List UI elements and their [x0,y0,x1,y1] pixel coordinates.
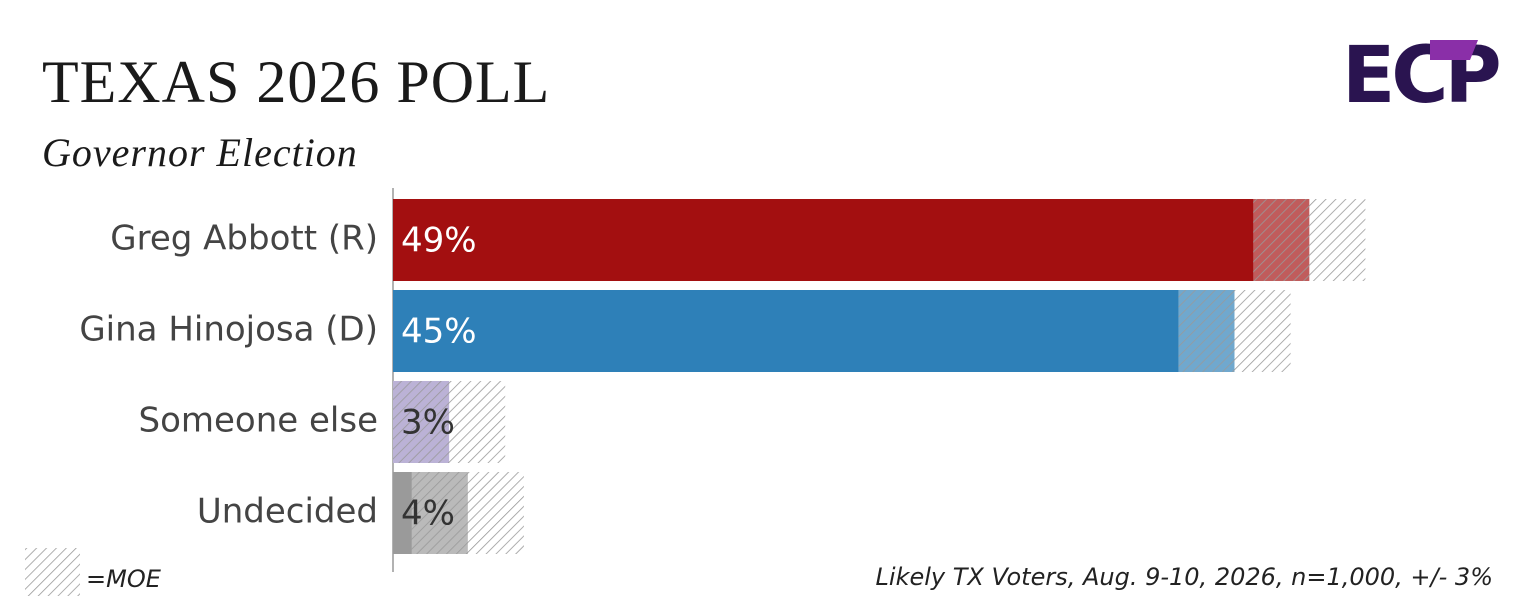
moe-legend-swatch [25,548,80,596]
moe-hatch [411,472,524,554]
value-label: 49% [401,221,477,261]
category-label: Someone else [139,401,379,441]
category-label: Gina Hinojosa (D) [79,310,378,350]
bar [393,290,1235,372]
value-label: 45% [401,312,477,352]
logo: ECP [1342,31,1499,121]
value-label: 3% [401,403,455,443]
value-label: 4% [401,494,455,534]
bar [393,199,1310,281]
logo-accent [1430,40,1478,60]
moe-hatch [1178,290,1291,372]
moe-legend-label: =MOE [86,565,162,593]
category-label: Undecided [197,492,378,532]
chart-title: TEXAS 2026 POLL [42,49,550,115]
source-note: Likely TX Voters, Aug. 9-10, 2026, n=1,0… [876,563,1493,591]
chart-subtitle: Governor Election [42,130,358,175]
moe-hatch [393,381,506,463]
category-label: Greg Abbott (R) [110,219,378,259]
moe-hatch [1253,199,1366,281]
